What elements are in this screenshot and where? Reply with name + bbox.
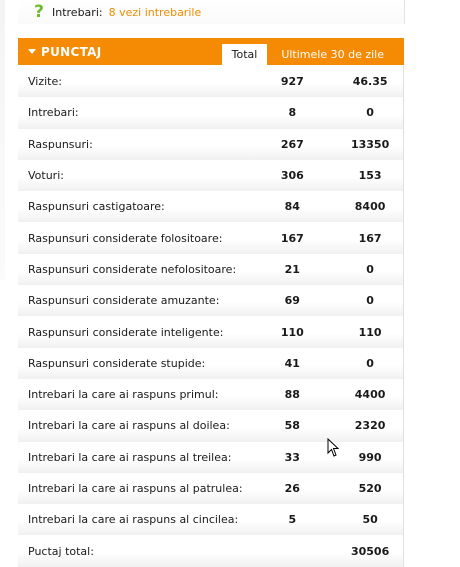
table-row: Raspunsuri castigatoare: 84 8400 <box>18 191 404 223</box>
table-row: Voturi: 306 153 <box>18 159 404 192</box>
row-total: 267 <box>280 137 304 151</box>
collapse-triangle-icon <box>28 49 36 54</box>
row-label: Intrebari la care ai raspuns al patrulea… <box>28 482 243 495</box>
questions-summary-row: ? Intrebari: 8 vezi intrebarile <box>18 0 405 24</box>
row-total: 69 <box>284 294 300 308</box>
row-total: 26 <box>284 482 300 495</box>
question-mark-icon: ? <box>34 2 44 22</box>
row-label: Raspunsuri considerate inteligente: <box>28 325 224 339</box>
tab-total[interactable]: Total <box>221 44 268 65</box>
table-row: Raspunsuri considerate stupide: 41 0 <box>18 347 404 379</box>
row-last-30: 50 <box>362 513 378 527</box>
row-total: 33 <box>284 450 300 464</box>
row-last-30: 46.35 <box>352 75 388 89</box>
table-row: Intrebari la care ai raspuns primul: 88 … <box>18 378 404 411</box>
row-label: Vizite: <box>28 75 62 89</box>
mouse-pointer-icon <box>327 438 339 457</box>
view-questions-link[interactable]: 8 vezi intrebarile <box>108 5 202 19</box>
row-last-30: 0 <box>366 106 374 120</box>
table-row: Raspunsuri considerate amuzante: 69 0 <box>18 285 404 317</box>
table-row: Intrebari: 8 0 <box>18 97 404 129</box>
row-label: Puctaj total: <box>28 544 94 558</box>
row-label: Intrebari la care ai raspuns al doilea: <box>28 419 230 433</box>
panel-title: PUNCTAJ <box>41 44 102 59</box>
row-total: 8 <box>288 106 297 120</box>
table-row: Intrebari la care ai raspuns al patrulea… <box>18 472 404 505</box>
row-last-30: 0 <box>366 294 374 308</box>
table-row: Raspunsuri considerate nefolositoare: 21… <box>18 253 404 286</box>
table-row: Vizite: 927 46.35 <box>18 66 404 98</box>
row-total: 167 <box>280 231 304 245</box>
table-row: Raspunsuri considerate inteligente: 110 … <box>18 316 404 348</box>
row-last-30: 0 <box>366 262 374 276</box>
row-label: Raspunsuri considerate folositoare: <box>28 231 223 245</box>
table-row: Intrebari la care ai raspuns al treilea:… <box>18 441 404 473</box>
row-label: Intrebari la care ai raspuns primul: <box>28 388 219 402</box>
row-label: Raspunsuri considerate stupide: <box>28 356 206 370</box>
row-last-30: 4400 <box>354 388 386 402</box>
row-total: 306 <box>280 169 304 183</box>
row-total: 88 <box>284 388 300 402</box>
left-column-edge <box>0 0 5 280</box>
row-last-30: 0 <box>366 356 374 370</box>
row-label: Raspunsuri considerate amuzante: <box>28 294 220 308</box>
score-panel-toggle[interactable]: PUNCTAJ <box>18 38 222 65</box>
row-last-30: 2320 <box>354 419 386 433</box>
score-panel-header: PUNCTAJ Total Ultimele 30 de zile <box>18 38 404 65</box>
table-row: Intrebari la care ai raspuns al cincilea… <box>18 504 404 536</box>
row-last-30: 520 <box>358 482 382 495</box>
row-last-30: 153 <box>358 169 382 183</box>
row-total: 927 <box>280 75 304 89</box>
questions-label: Intrebari: <box>52 5 103 19</box>
tab-last-30-days[interactable]: Ultimele 30 de zile <box>281 48 384 61</box>
row-label: Raspunsuri castigatoare: <box>28 200 165 214</box>
row-last-30: 990 <box>358 450 382 464</box>
row-last-30: 13350 <box>350 137 390 151</box>
row-total: 21 <box>284 262 300 276</box>
row-total: 5 <box>288 513 297 527</box>
row-total: 110 <box>280 325 304 339</box>
row-label: Intrebari: <box>28 106 79 120</box>
row-label: Intrebari la care ai raspuns al treilea: <box>28 450 232 464</box>
row-last-30: 110 <box>358 325 382 339</box>
row-label: Voturi: <box>28 169 64 183</box>
row-total: 84 <box>284 200 300 214</box>
table-row-total-score: Puctaj total: 30506 <box>18 535 404 567</box>
row-label: Raspunsuri considerate nefolositoare: <box>28 262 237 276</box>
row-label: Intrebari la care ai raspuns al cincilea… <box>28 513 239 527</box>
row-last-30: 167 <box>358 231 382 245</box>
row-total: 41 <box>284 356 300 370</box>
score-table: Vizite: 927 46.35 Intrebari: 8 0 Raspuns… <box>18 66 404 567</box>
table-row: Raspunsuri considerate folositoare: 167 … <box>18 222 404 254</box>
table-row: Raspunsuri: 267 13350 <box>18 128 404 160</box>
row-label: Raspunsuri: <box>28 137 93 151</box>
table-row: Intrebari la care ai raspuns al doilea: … <box>18 410 404 442</box>
row-last-30: 30506 <box>350 544 390 558</box>
row-total: 58 <box>284 419 300 433</box>
row-last-30: 8400 <box>354 200 386 214</box>
